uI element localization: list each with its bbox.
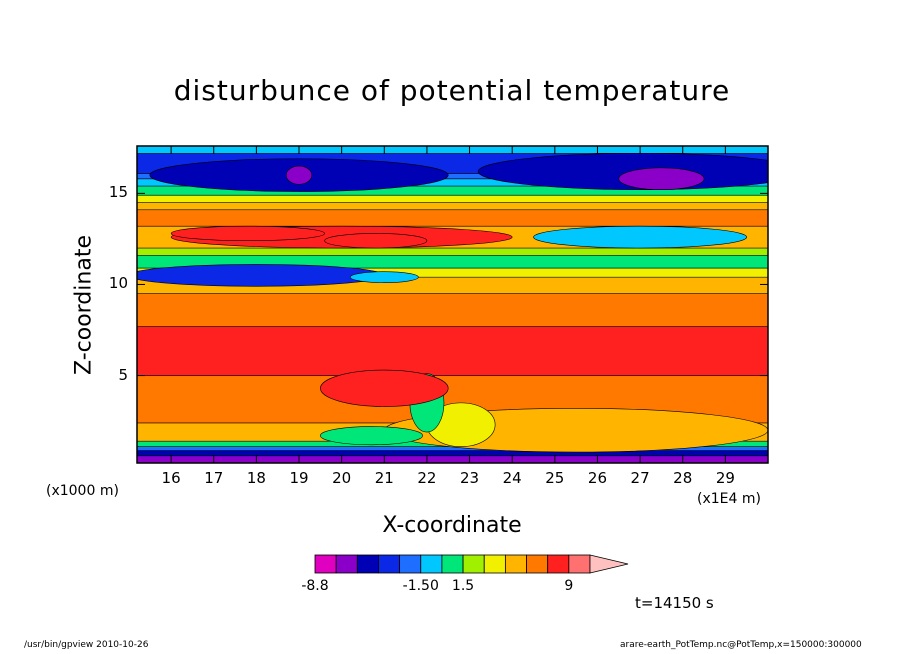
colorbar-label: -8.8 (301, 578, 329, 594)
x-tick-label: 21 (374, 469, 394, 487)
colorbar-box (378, 554, 401, 574)
colorbar-box (526, 554, 549, 574)
layer-band (137, 248, 768, 256)
x-tick-label: 29 (715, 469, 735, 487)
contour-region (349, 271, 419, 283)
colorbar-label: -1.50 (402, 578, 439, 594)
x-tick-label: 27 (630, 469, 650, 487)
x-tick-label: 28 (673, 469, 693, 487)
contour-region (170, 225, 325, 242)
chart-title: disturbunce of potential temperature (173, 74, 731, 107)
contour-region (285, 165, 313, 185)
layer-band (137, 173, 768, 180)
x-tick-label: 22 (417, 469, 437, 487)
x-unit-left: (x1000 m) (46, 483, 119, 499)
colorbar-box (441, 554, 464, 574)
layer-band (137, 209, 768, 227)
y-tick-label: 10 (108, 274, 128, 293)
contour-region (137, 264, 385, 287)
contour-region (320, 426, 423, 446)
time-label: t=14150 s (635, 594, 714, 612)
contour-region (618, 167, 705, 191)
x-tick-label: 16 (161, 469, 181, 487)
colorbar-arrow (589, 554, 629, 574)
x-tick-label: 25 (545, 469, 565, 487)
layer-band (137, 446, 768, 451)
x-tick-label: 23 (460, 469, 480, 487)
x-tick-label: 24 (502, 469, 522, 487)
layer-band (137, 186, 768, 196)
y-tick-label: 15 (108, 183, 128, 202)
colorbar-box (420, 554, 443, 574)
layer-band (137, 146, 768, 154)
layer-band (137, 293, 768, 327)
colorbar-box (335, 554, 358, 574)
x-axis-label: X-coordinate (382, 513, 522, 538)
layer-band (137, 178, 768, 187)
x-tick-label: 20 (332, 469, 352, 487)
x-unit-right: (x1E4 m) (697, 491, 761, 507)
contour-region (324, 233, 428, 249)
plot-fill (137, 146, 768, 463)
plot-frame (136, 145, 769, 464)
colorbar (314, 554, 629, 574)
layer-band (137, 450, 768, 457)
colorbar-box (547, 554, 570, 574)
layer-band (137, 195, 768, 203)
layer-band (137, 326, 768, 377)
y-axis-label: Z-coordinate (71, 235, 97, 375)
x-tick-label: 17 (204, 469, 224, 487)
colorbar-label: 1.5 (451, 578, 475, 594)
layer-band (137, 268, 768, 278)
x-tick-label: 19 (289, 469, 309, 487)
colorbar-box (504, 554, 527, 574)
contour-region (533, 225, 747, 249)
footer-left: /usr/bin/gpview 2010-10-26 (24, 640, 149, 650)
x-tick-label: 18 (246, 469, 266, 487)
axis-ticks (137, 146, 768, 463)
colorbar-label: 9 (564, 578, 574, 594)
colorbar-box (483, 554, 506, 574)
colorbar-box (462, 554, 485, 574)
layer-band (137, 455, 768, 463)
footer-right: arare-earth_PotTemp.nc@PotTemp,x=150000:… (620, 640, 862, 650)
colorbar-box (568, 554, 591, 574)
layer-band (137, 202, 768, 211)
x-tick-label: 26 (587, 469, 607, 487)
colorbar-box (356, 554, 379, 574)
colorbar-box (399, 554, 422, 574)
colorbar-box (314, 554, 337, 574)
contour-region (320, 369, 449, 407)
y-tick-label: 5 (118, 365, 128, 384)
